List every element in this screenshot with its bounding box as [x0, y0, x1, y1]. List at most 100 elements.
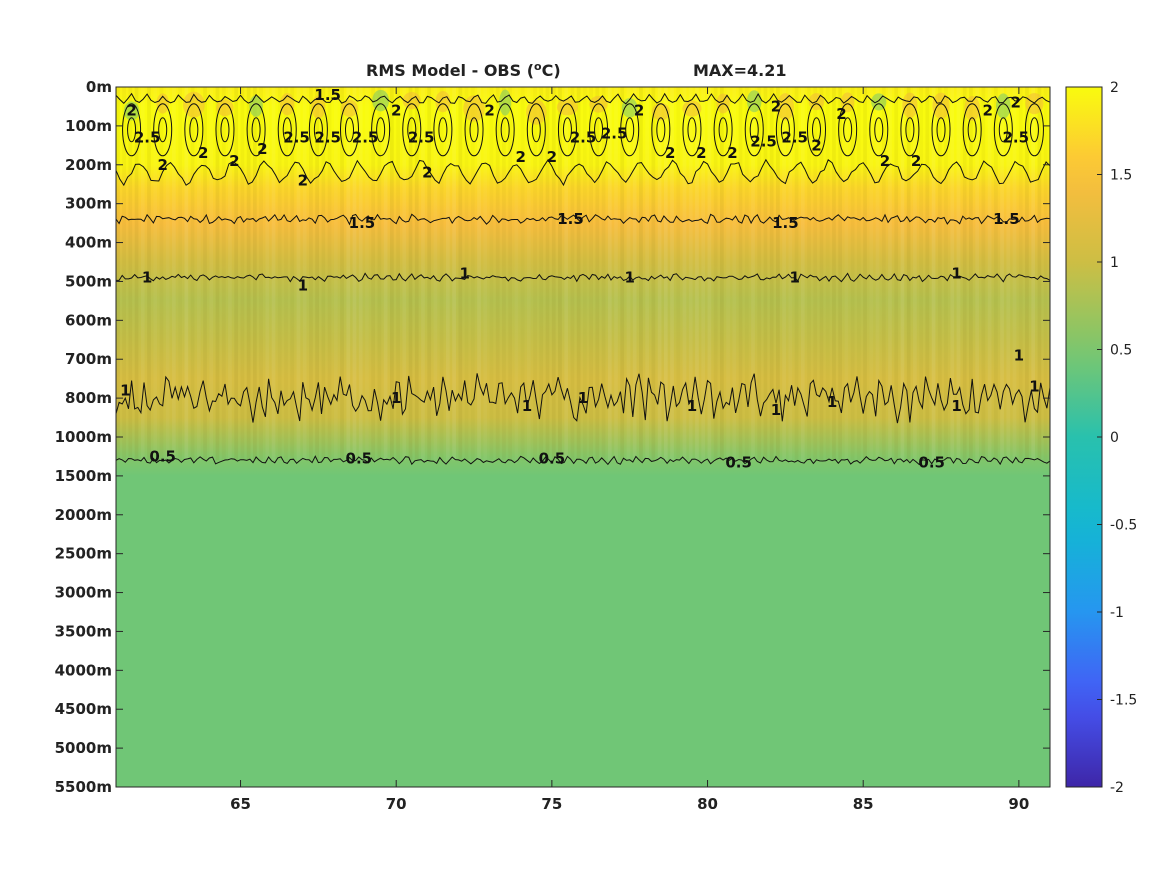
- contour-label: 2: [126, 101, 136, 119]
- y-tick-label: 0m: [86, 78, 112, 96]
- y-tick-label: 1000m: [55, 428, 112, 446]
- colorbar: 2 1.5 1 0.5 0 -0.5 -1 -1.5 -2: [1065, 80, 1137, 796]
- x-tick-label: 85: [853, 795, 874, 813]
- contour-label: 2: [257, 140, 267, 158]
- contour-label: 2: [696, 144, 706, 162]
- y-axis: 0m 100m 200m 300m 400m 500m 600m 700m 800m 1000m 1…: [55, 78, 1050, 796]
- contour-label: 2: [198, 144, 208, 162]
- contour-label: 2: [157, 156, 167, 174]
- contour-label: 2.5: [1002, 129, 1029, 147]
- variability-stripes: [116, 87, 1044, 461]
- contour-label: 2: [422, 164, 432, 182]
- colorbar-tick-label: 2: [1110, 80, 1119, 96]
- y-tick-label: 800m: [65, 389, 112, 407]
- contour-label: 2.5: [314, 129, 341, 147]
- contour-label: 2.5: [750, 132, 777, 150]
- contour-label: 2: [547, 148, 557, 166]
- contour-label: 2: [836, 105, 846, 123]
- plot-area: 1.522.522 222.5 2.5 2.522.52 222 22.5 2.522 2 22…: [115, 86, 1051, 788]
- y-tick-label: 200m: [65, 156, 112, 174]
- contour-label: 2: [811, 136, 821, 154]
- contour-label: 0.5: [149, 447, 176, 465]
- y-tick-label: 700m: [65, 350, 112, 368]
- contour-label: 1: [1014, 346, 1024, 364]
- colorbar-tick-label: 0: [1110, 430, 1119, 446]
- y-tick-label: 1500m: [55, 467, 112, 485]
- y-tick-label: 600m: [65, 311, 112, 329]
- contour-lines: [116, 92, 1050, 466]
- y-tick-label: 2500m: [55, 545, 112, 563]
- contour-labels: 1.522.522 222.5 2.5 2.522.52 222 22.5 2.522 2 22…: [120, 86, 1040, 471]
- contour-label: 2: [634, 101, 644, 119]
- contour-label: 1: [624, 269, 634, 287]
- chart-title: RMS Model - OBS (oC) MAX=4.21: [366, 60, 787, 80]
- y-tick-label: 2000m: [55, 506, 112, 524]
- y-tick-label: 300m: [65, 195, 112, 213]
- contour-label: 2: [484, 101, 494, 119]
- contour-label: 2: [983, 101, 993, 119]
- contour-label: 1: [391, 389, 401, 407]
- y-tick-label: 3500m: [55, 622, 112, 640]
- x-tick-label: 80: [697, 795, 718, 813]
- y-tick-label: 500m: [65, 272, 112, 290]
- title-text: RMS Model - OBS (: [366, 61, 534, 80]
- contour-label: 2: [665, 144, 675, 162]
- contour-label: 0.5: [539, 449, 566, 467]
- contour-label: 2.5: [570, 129, 597, 147]
- contour-label: 1.5: [314, 86, 341, 104]
- y-tick-label: 5500m: [55, 778, 112, 796]
- contour-label: 2.5: [601, 125, 628, 143]
- contour-label: 2: [880, 152, 890, 170]
- contour-label: 2: [1011, 94, 1021, 112]
- y-tick-label: 3000m: [55, 584, 112, 602]
- max-annotation: MAX=4.21: [693, 61, 787, 80]
- colorbar-tick-label: 0.5: [1110, 343, 1132, 359]
- contour-label: 1: [298, 276, 308, 294]
- contour-label: 1.5: [993, 210, 1020, 228]
- contour-label: 2.5: [781, 129, 808, 147]
- contour-label: 1: [1029, 377, 1039, 395]
- contour-label: 2: [911, 152, 921, 170]
- contour-label: 1: [120, 381, 130, 399]
- contour-label: 2: [771, 97, 781, 115]
- contour-label: 1: [951, 397, 961, 415]
- contour-label: 1: [827, 393, 837, 411]
- contour-label: 2.5: [283, 129, 310, 147]
- contour-label: 1: [142, 269, 152, 287]
- title-unit-superscript: o: [534, 60, 542, 73]
- x-axis: 65 70 75 80 85 90: [230, 87, 1029, 813]
- contour-label: 1: [578, 389, 588, 407]
- contour-label: 1: [771, 401, 781, 419]
- contour-label: 2: [391, 101, 401, 119]
- title-unit-tail: C): [542, 61, 561, 80]
- x-tick-label: 90: [1008, 795, 1029, 813]
- contour-label: 2: [298, 171, 308, 189]
- contour-label: 2: [229, 152, 239, 170]
- contour-label: 1: [522, 397, 532, 415]
- y-tick-label: 100m: [65, 117, 112, 135]
- colorbar-tick-label: -1.5: [1110, 693, 1137, 709]
- y-tick-label: 4000m: [55, 661, 112, 679]
- svg-text:RMS Model - OBS (oC): RMS Model - OBS (oC): [366, 60, 561, 80]
- y-tick-label: 5000m: [55, 739, 112, 757]
- colorbar-gradient: [1065, 86, 1103, 788]
- colorbar-tick-label: 1: [1110, 255, 1119, 271]
- contour-label: 0.5: [725, 453, 752, 471]
- contour-label: 1.5: [772, 214, 799, 232]
- contour-label: 0.5: [346, 449, 373, 467]
- contour-label: 1.5: [557, 210, 584, 228]
- colorbar-tick-label: -2: [1110, 780, 1124, 796]
- colorbar-tick-label: -1: [1110, 605, 1124, 621]
- contour-label: 2.5: [134, 129, 161, 147]
- x-tick-label: 75: [541, 795, 562, 813]
- contour-label: 0.5: [918, 453, 945, 471]
- contour-label: 1: [789, 269, 799, 287]
- y-tick-label: 4500m: [55, 700, 112, 718]
- contour-label: 1: [687, 397, 697, 415]
- contour-label: 2: [516, 148, 526, 166]
- x-tick-label: 65: [230, 795, 251, 813]
- contour-label: 2.5: [352, 129, 379, 147]
- contour-label: 1: [951, 265, 961, 283]
- contour-label: 2.5: [408, 129, 435, 147]
